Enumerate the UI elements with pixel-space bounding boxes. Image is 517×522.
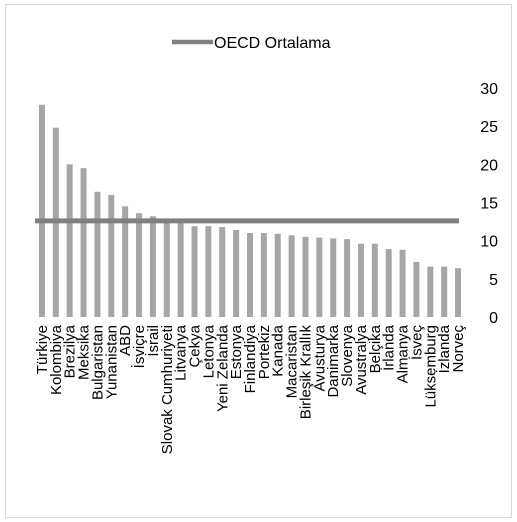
bar-12 [205,226,212,317]
bar-2 [66,164,73,317]
bar-8 [149,216,156,317]
x-tick-label: Brezilya [62,324,79,378]
y-tick-label: 20 [480,157,498,174]
x-tick-label: Çekya [187,324,204,367]
bar-13 [219,226,226,317]
bar-17 [274,233,281,317]
y-tick-label: 25 [480,119,498,136]
y-tick-label: 0 [489,310,498,327]
bar-6 [122,206,129,317]
x-tick-label: İzlanda [435,324,453,373]
y-tick-label: 15 [480,196,498,213]
x-tick-label: Kanada [270,324,287,376]
bar-0 [38,104,45,317]
x-tick-label: Slovenya [339,324,356,386]
legend: OECD Ortalama [172,35,331,52]
x-tick-label: Yeni Zelanda [214,324,231,412]
bars-group [38,104,462,317]
x-tick-label: Lüksemburg [422,325,439,408]
bar-30 [455,268,462,317]
bar-5 [108,194,115,317]
x-tick-label: İsrail [144,325,162,357]
bar-16 [260,233,267,317]
y-tick-label: 10 [480,234,498,251]
x-tick-label: ABD [117,325,134,356]
x-tick-label: Kolombiya [48,324,65,395]
bar-18 [288,235,295,317]
bar-4 [94,191,101,317]
bar-28 [427,266,434,317]
x-tick-label: Danimarka [325,324,342,397]
x-tick-label: İsveç [407,325,425,361]
x-tick-label: Finlandiya [242,324,259,393]
bar-21 [330,238,337,317]
x-tick-label: Avustralya [353,324,370,394]
bar-19 [302,236,309,317]
bar-26 [399,249,406,317]
bar-23 [357,243,364,317]
x-tick-label: Türkiye [34,325,51,374]
x-tick-label: Avusturya [311,324,328,391]
x-tick-label: İsviçre [130,325,148,368]
x-tick-label: Birleşik Krallık [297,325,314,420]
x-tick-label: Yunanistan [103,325,120,399]
x-tick-label: Macaristan [284,325,301,398]
y-axis-ticks: 0 5 10 15 20 25 30 [480,81,498,327]
bar-14 [233,229,240,317]
x-tick-label: Letonya [200,324,217,378]
bar-15 [247,233,253,317]
y-tick-label: 5 [489,272,498,289]
x-tick-label: Estonya [228,324,245,379]
legend-label: OECD Ortalama [214,35,331,52]
x-tick-label: Slovak Cumhuriyeti [159,325,176,454]
x-tick-label: Bulgaristan [89,325,106,400]
bar-24 [371,243,378,317]
chart-area [5,4,512,518]
x-tick-label: Belçika [367,324,384,373]
x-axis-labels: TürkiyeKolombiyaBrezilyaMeksikaBulgarist… [34,324,467,454]
bar-27 [413,262,420,317]
bar-10 [177,221,184,317]
bar-22 [344,239,351,317]
x-tick-label: Portekiz [256,325,273,379]
bar-29 [441,266,448,317]
bar-20 [316,237,323,317]
y-tick-label: 30 [480,81,498,98]
bar-11 [191,226,198,317]
bar-3 [80,168,87,317]
bar-25 [385,249,392,317]
x-tick-label: Almanya [395,324,412,383]
x-tick-label: Litvanya [173,324,190,381]
x-tick-label: Meksika [76,324,93,380]
bar-7 [136,213,143,317]
x-tick-label: Norveç [450,325,467,373]
x-tick-label: İrlanda [380,324,398,371]
bar-9 [163,219,170,317]
